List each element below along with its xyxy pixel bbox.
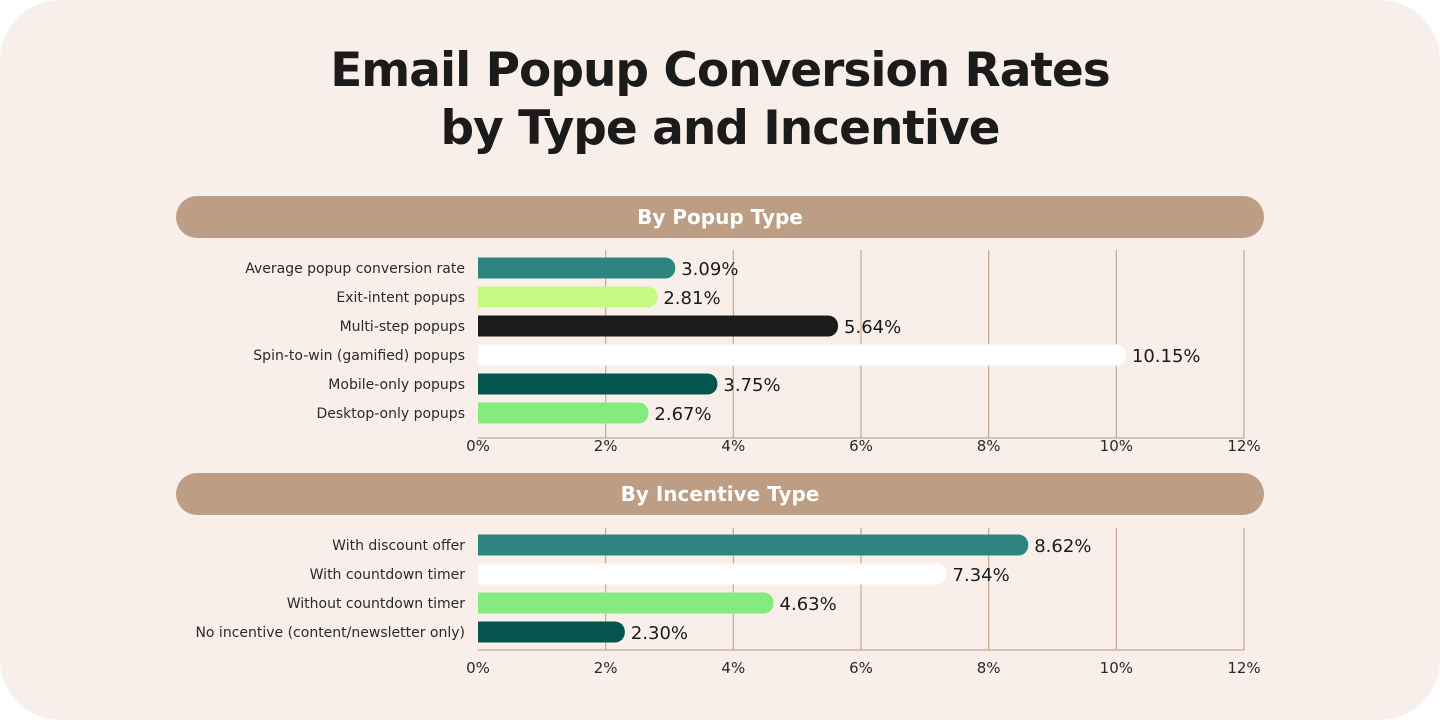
x-tick-label: 4% bbox=[721, 437, 745, 455]
bar bbox=[478, 402, 649, 424]
x-tick-label: 8% bbox=[977, 437, 1001, 455]
value-label: 5.64% bbox=[844, 317, 901, 338]
x-tick-label: 8% bbox=[977, 659, 1001, 677]
category-label: With countdown timer bbox=[310, 567, 466, 583]
category-label: Multi-step popups bbox=[340, 319, 465, 335]
value-label: 3.75% bbox=[723, 375, 780, 396]
bar bbox=[478, 592, 774, 614]
value-label: 10.15% bbox=[1132, 346, 1201, 367]
category-label: Average popup conversion rate bbox=[245, 261, 465, 277]
x-tick-label: 6% bbox=[849, 437, 873, 455]
value-label: 3.09% bbox=[681, 259, 738, 280]
bar bbox=[478, 621, 625, 643]
x-tick-label: 0% bbox=[466, 437, 490, 455]
value-label: 2.81% bbox=[663, 288, 720, 309]
x-tick-label: 12% bbox=[1227, 659, 1260, 677]
category-label: No incentive (content/newsletter only) bbox=[195, 625, 465, 641]
value-label: 8.62% bbox=[1034, 536, 1091, 557]
x-tick-label: 10% bbox=[1100, 659, 1133, 677]
value-label: 4.63% bbox=[780, 594, 837, 615]
bar bbox=[478, 563, 947, 585]
category-label: Exit-intent popups bbox=[336, 290, 465, 306]
section-header-popup-type: By Popup Type bbox=[176, 196, 1264, 238]
bar bbox=[478, 534, 1029, 556]
category-label: Spin-to-win (gamified) popups bbox=[253, 348, 465, 364]
title-line-2: by Type and Incentive bbox=[440, 101, 1000, 156]
x-tick-label: 6% bbox=[849, 659, 873, 677]
category-label: With discount offer bbox=[332, 538, 465, 554]
x-tick-label: 12% bbox=[1227, 437, 1260, 455]
value-label: 2.67% bbox=[654, 404, 711, 425]
bar bbox=[478, 286, 658, 308]
category-label: Desktop-only popups bbox=[316, 406, 465, 422]
x-tick-label: 0% bbox=[466, 659, 490, 677]
bar bbox=[478, 257, 676, 279]
bar bbox=[478, 315, 839, 337]
x-tick-label: 10% bbox=[1100, 437, 1133, 455]
category-label: Without countdown timer bbox=[287, 596, 466, 612]
page-title: Email Popup Conversion Rates by Type and… bbox=[0, 42, 1440, 158]
value-label: 2.30% bbox=[631, 623, 688, 644]
x-tick-label: 4% bbox=[721, 659, 745, 677]
section-header-incentive-type: By Incentive Type bbox=[176, 473, 1264, 515]
bar bbox=[478, 373, 718, 395]
category-label: Mobile-only popups bbox=[328, 377, 465, 393]
x-tick-label: 2% bbox=[594, 659, 618, 677]
title-line-1: Email Popup Conversion Rates bbox=[330, 43, 1111, 98]
bar bbox=[478, 344, 1126, 366]
value-label: 7.34% bbox=[953, 565, 1010, 586]
x-tick-label: 2% bbox=[594, 437, 618, 455]
